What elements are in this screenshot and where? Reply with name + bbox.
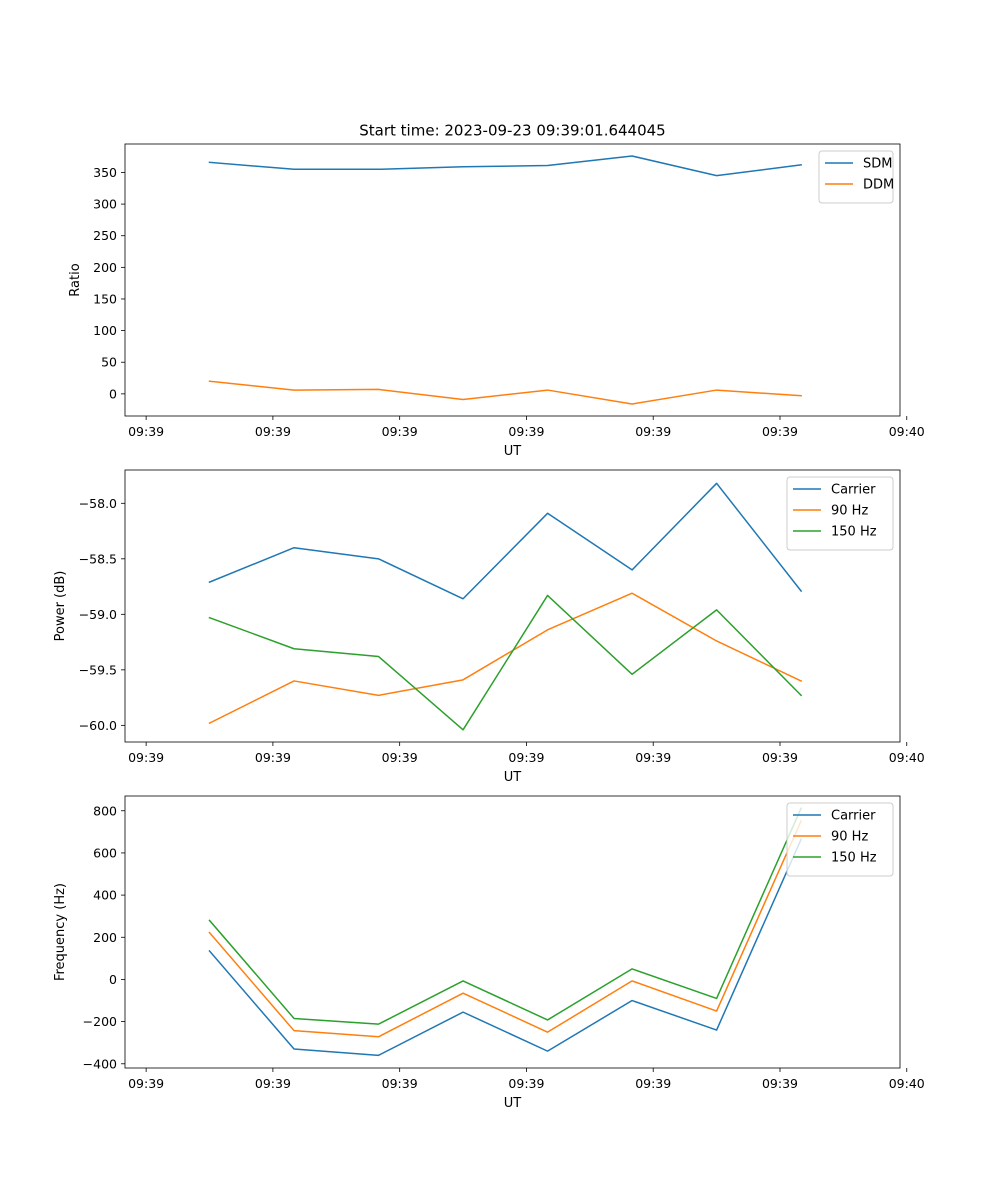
figure-title: Start time: 2023-09-23 09:39:01.644045 bbox=[359, 122, 665, 140]
y-tick-label: 0 bbox=[109, 972, 117, 987]
legend-label: 90 Hz bbox=[831, 504, 868, 519]
y-tick-label: 800 bbox=[93, 803, 117, 818]
x-tick-label: 09:40 bbox=[889, 424, 925, 439]
legend-label: 150 Hz bbox=[831, 851, 877, 866]
legend-label: DDM bbox=[863, 178, 894, 193]
chart-panel-2: 09:39 09:39 09:39 09:39 09:39 09:39 09:40 −60.0… bbox=[53, 469, 925, 785]
x-tick-label: 09:39 bbox=[128, 424, 164, 439]
x-tick-label: 09:39 bbox=[255, 424, 291, 439]
x-tick-label: 09:39 bbox=[508, 1076, 544, 1091]
y-tick-label: −400 bbox=[83, 1056, 117, 1071]
y-tick-label: 200 bbox=[93, 260, 117, 275]
x-tick-label: 09:40 bbox=[889, 1076, 925, 1091]
series-line-carrier bbox=[208, 482, 803, 600]
x-axis-label: UT bbox=[504, 1096, 522, 1111]
legend-box bbox=[818, 150, 894, 204]
y-tick-label: 400 bbox=[93, 888, 117, 903]
legend-label: Carrier bbox=[831, 809, 876, 824]
x-tick-label: 09:40 bbox=[889, 750, 925, 765]
legend-label: Carrier bbox=[831, 483, 876, 498]
legend: SDM DDM bbox=[818, 150, 894, 204]
chart-panel-3: 09:39 09:39 09:39 09:39 09:39 09:39 09:40 −400 −… bbox=[53, 795, 925, 1111]
series-line-150-hz bbox=[208, 594, 803, 731]
x-tick-label: 09:39 bbox=[635, 424, 671, 439]
y-tick-label: −59.5 bbox=[79, 662, 117, 677]
chart-panel-1: 09:39 09:39 09:39 09:39 09:39 09:39 09:40 0 50 10… bbox=[68, 143, 925, 459]
legend: Carrier 90 Hz 150 Hz bbox=[786, 802, 894, 877]
x-tick-label: 09:39 bbox=[255, 1076, 291, 1091]
legend-label: 90 Hz bbox=[831, 830, 868, 845]
y-axis-label: Frequency (Hz) bbox=[53, 883, 68, 981]
x-tick-label: 09:39 bbox=[508, 750, 544, 765]
y-tick-label: −60.0 bbox=[79, 718, 117, 733]
y-tick-label: 250 bbox=[93, 228, 117, 243]
x-tick-label: 09:39 bbox=[635, 1076, 671, 1091]
y-tick-label: 50 bbox=[101, 355, 117, 370]
y-tick-label: 200 bbox=[93, 930, 117, 945]
y-tick-label: 100 bbox=[93, 323, 117, 338]
y-tick-label: 300 bbox=[93, 197, 117, 212]
y-tick-label: 600 bbox=[93, 845, 117, 860]
x-tick-label: 09:39 bbox=[508, 424, 544, 439]
x-tick-label: 09:39 bbox=[382, 424, 418, 439]
x-tick-label: 09:39 bbox=[128, 750, 164, 765]
series-line-90-hz bbox=[208, 819, 803, 1038]
axes-frame bbox=[124, 143, 901, 417]
x-axis-label: UT bbox=[504, 444, 522, 459]
x-axis-label: UT bbox=[504, 770, 522, 785]
x-tick-label: 09:39 bbox=[762, 424, 798, 439]
x-tick-label: 09:39 bbox=[255, 750, 291, 765]
series-line-ddm bbox=[208, 380, 802, 405]
y-tick-label: 150 bbox=[93, 291, 117, 306]
axes-frame bbox=[124, 795, 901, 1069]
y-axis-label: Power (dB) bbox=[53, 571, 68, 642]
x-tick-label: 09:39 bbox=[635, 750, 671, 765]
x-tick-label: 09:39 bbox=[382, 750, 418, 765]
series-line-90-hz bbox=[208, 592, 803, 725]
legend-label: SDM bbox=[863, 157, 892, 172]
x-tick-label: 09:39 bbox=[382, 1076, 418, 1091]
axes-frame bbox=[124, 469, 901, 743]
x-tick-label: 09:39 bbox=[128, 1076, 164, 1091]
y-tick-label: −58.0 bbox=[79, 496, 117, 511]
y-axis-label: Ratio bbox=[68, 263, 83, 296]
series-line-sdm bbox=[208, 155, 802, 177]
y-tick-label: −59.0 bbox=[79, 607, 117, 622]
legend: Carrier 90 Hz 150 Hz bbox=[786, 476, 894, 551]
series-line-150-hz bbox=[208, 807, 803, 1025]
x-tick-label: 09:39 bbox=[762, 750, 798, 765]
x-tick-label: 09:39 bbox=[762, 1076, 798, 1091]
y-tick-label: −58.5 bbox=[79, 551, 117, 566]
series-line-carrier bbox=[208, 838, 803, 1057]
y-tick-label: −200 bbox=[83, 1014, 117, 1029]
y-tick-label: 0 bbox=[109, 386, 117, 401]
legend-label: 150 Hz bbox=[831, 525, 877, 540]
y-tick-label: 350 bbox=[93, 165, 117, 180]
